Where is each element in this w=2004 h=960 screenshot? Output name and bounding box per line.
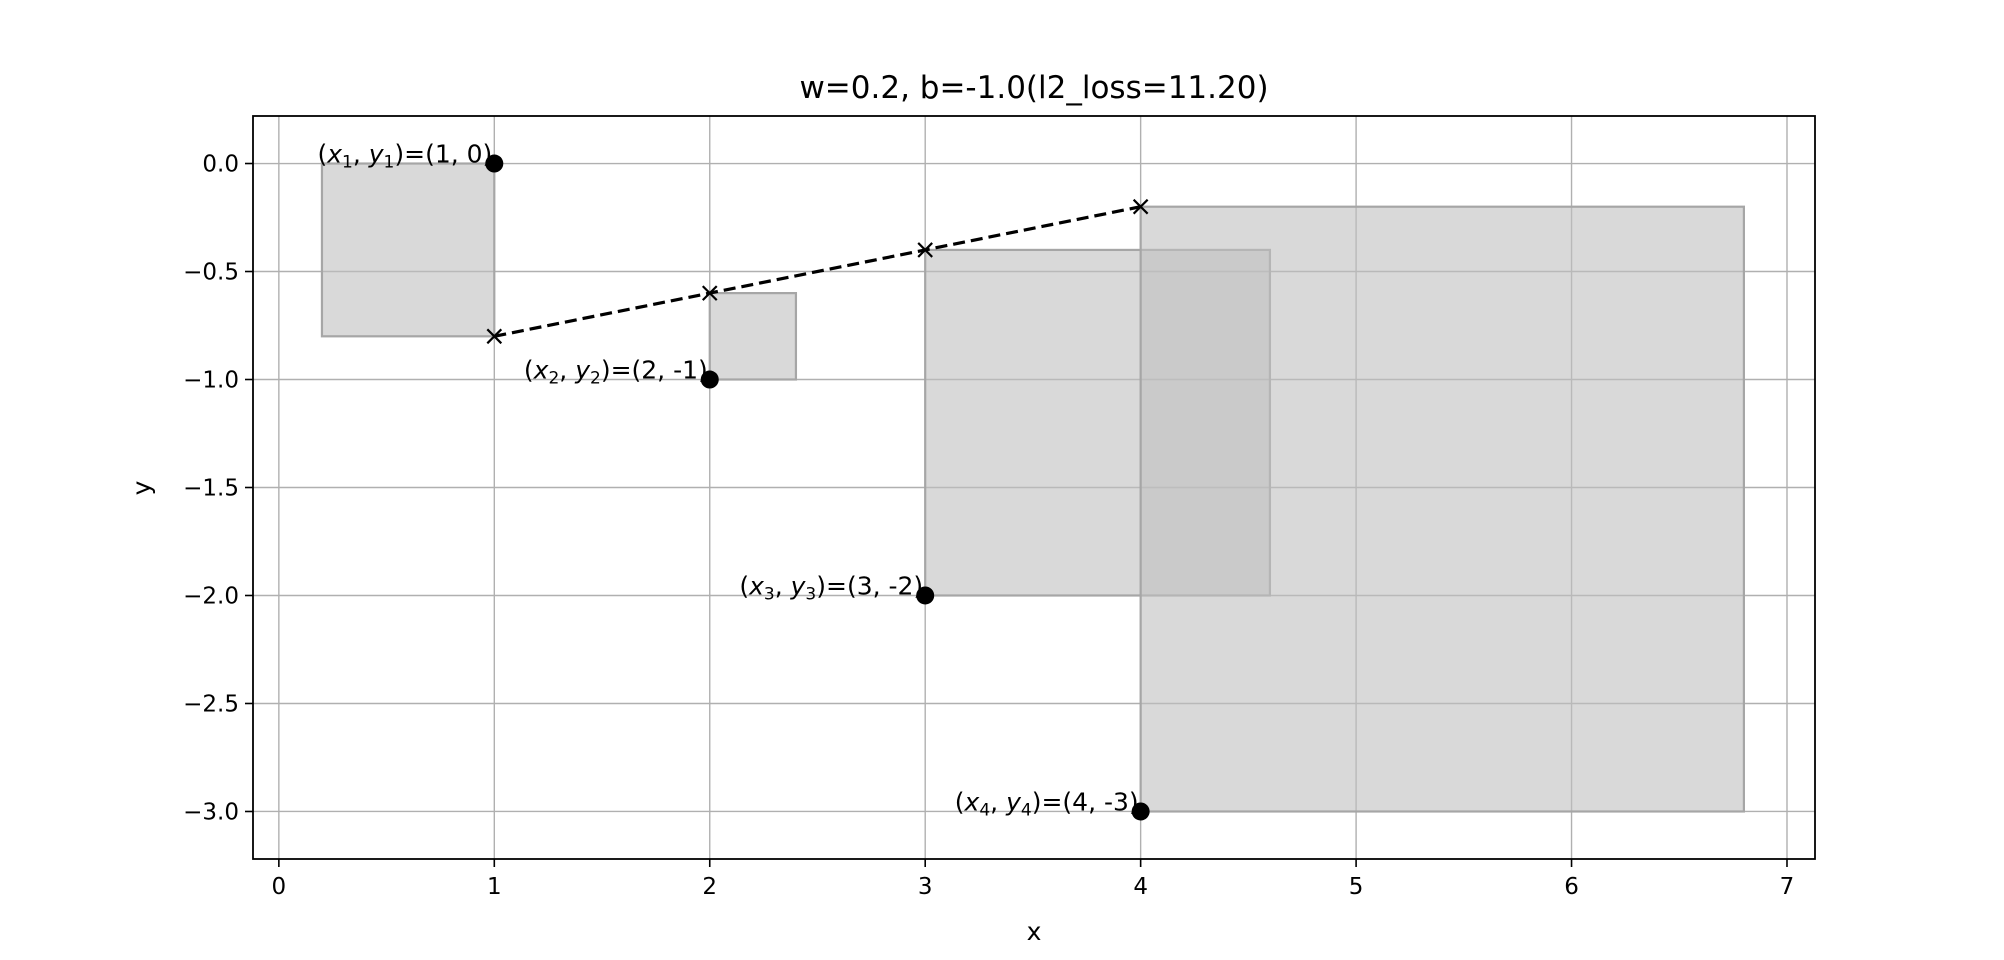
prediction-marker	[486, 328, 503, 345]
y-tick-label: −2.0	[183, 583, 239, 609]
squared-error-box	[320, 162, 496, 338]
squared-error-box	[708, 292, 798, 381]
data-point	[916, 586, 935, 605]
prediction-marker	[917, 242, 933, 258]
point-layer	[485, 154, 1150, 821]
prediction-marker	[701, 285, 718, 301]
x-tick-label: 3	[918, 874, 933, 900]
x-tick-label: 6	[1564, 874, 1579, 900]
y-axis-title: y	[127, 480, 156, 495]
x-tick-label: 1	[487, 874, 502, 900]
data-point-label: (x4, y4)=(4, -3)	[955, 787, 1139, 820]
y-tick-label: −0.5	[183, 260, 239, 286]
data-point	[1131, 802, 1150, 821]
x-tick-label: 7	[1780, 874, 1795, 900]
square-layer	[320, 162, 1746, 813]
y-tick-label: 0.0	[202, 152, 239, 178]
x-tick-label: 0	[272, 874, 287, 900]
squared-error-box	[1139, 205, 1746, 813]
x-tick-label: 5	[1349, 874, 1364, 900]
y-tick-label: −1.0	[183, 368, 239, 394]
line-layer	[486, 198, 1149, 345]
y-tick-label: −3.0	[183, 799, 239, 825]
tick-layer: 0 1 2 3 4 5 6 7 0.0 −0.5 −1.0 −1.5 −2.0 −2.5 −3.0	[183, 152, 1794, 900]
prediction-line	[493, 205, 1141, 338]
y-tick-label: −2.5	[183, 691, 239, 717]
prediction-marker	[1132, 198, 1149, 215]
x-tick-label: 4	[1133, 874, 1148, 900]
chart-title: w=0.2, b=-1.0(l2_loss=11.20)	[799, 70, 1268, 106]
x-axis-title: x	[1027, 917, 1042, 946]
data-point-label: (x2, y2)=(2, -1)	[524, 356, 708, 389]
x-tick-label: 2	[702, 874, 717, 900]
label-layer: (x1, y1)=(1, 0) (x2, y2)=(2, -1) (x3, y3)=…	[317, 140, 1138, 821]
data-point	[485, 154, 504, 173]
data-point-label: (x1, y1)=(1, 0)	[317, 140, 492, 173]
data-point-label: (x3, y3)=(3, -2)	[739, 571, 923, 604]
data-point	[700, 370, 719, 389]
y-tick-label: −1.5	[183, 476, 239, 502]
